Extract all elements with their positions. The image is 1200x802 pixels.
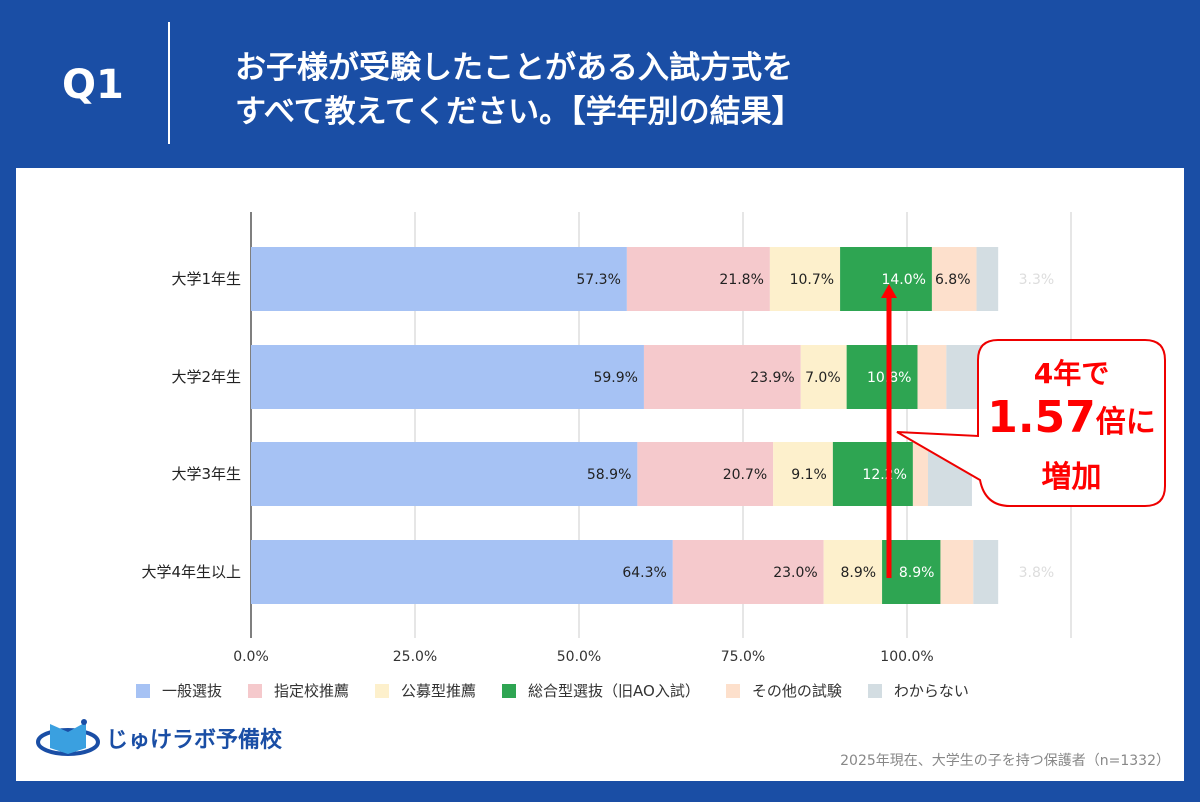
bar-segment — [976, 247, 999, 311]
data-label: 20.7% — [723, 467, 767, 483]
bar-segment — [912, 442, 928, 506]
bar-segment — [643, 345, 801, 409]
category-label: 大学2年生 — [171, 368, 241, 386]
legend-item: 指定校推薦 — [248, 680, 349, 701]
bar-segment — [626, 247, 770, 311]
arrow-head-icon — [881, 284, 897, 298]
data-label: 57.3% — [576, 272, 620, 288]
x-tick-label: 0.0% — [233, 649, 269, 665]
data-label: 8.9% — [840, 565, 876, 581]
bar-segment — [832, 442, 913, 506]
data-label: 21.8% — [719, 272, 763, 288]
legend-item: 総合型選抜（旧AO入試） — [502, 680, 700, 701]
legend-swatch — [725, 683, 740, 698]
callout-unit: 倍に — [1095, 405, 1156, 440]
data-label: 64.3% — [622, 565, 666, 581]
legend-label: その他の試験 — [751, 682, 842, 700]
bar-segment — [251, 540, 673, 604]
legend-item: 一般選抜 — [136, 680, 222, 701]
bar-segment — [940, 540, 974, 604]
book-logo-icon — [36, 719, 100, 756]
data-label: 58.9% — [587, 467, 631, 483]
title-line-2: すべて教えてください。【学年別の結果】 — [235, 94, 803, 130]
data-label: 3.8% — [1019, 565, 1055, 581]
data-label: 59.9% — [593, 370, 637, 386]
bar-segment — [769, 247, 841, 311]
x-tick-label: 25.0% — [393, 649, 437, 665]
data-label: 14.0% — [881, 272, 925, 288]
legend: 一般選抜 指定校推薦 公募型推薦 総合型選抜（旧AO入試） その他の試験 わからない — [136, 680, 995, 701]
legend-label: 総合型選抜（旧AO入試） — [528, 682, 700, 700]
bar-segment — [840, 247, 932, 311]
category-label: 大学1年生 — [171, 270, 241, 288]
bar-segment — [973, 540, 999, 604]
bar-segment — [882, 540, 941, 604]
data-label: 7.0% — [805, 370, 841, 386]
bar-segment — [846, 345, 918, 409]
data-label: 3.3% — [1019, 272, 1055, 288]
bar-segment — [773, 442, 833, 506]
bar-segment — [672, 540, 824, 604]
question-number: Q1 — [62, 62, 124, 108]
logo: じゅけラボ予備校 — [36, 716, 282, 760]
legend-swatch — [248, 683, 263, 698]
legend-label: 指定校推薦 — [274, 682, 350, 700]
data-label: 23.0% — [773, 565, 817, 581]
logo-text: じゅけラボ予備校 — [106, 728, 283, 753]
bar-segment — [917, 345, 947, 409]
bar-segment — [251, 247, 627, 311]
data-label: 8.9% — [899, 565, 935, 581]
legend-item: 公募型推薦 — [375, 680, 476, 701]
callout-line1: 4年で — [1033, 357, 1110, 390]
bar-segment — [637, 442, 774, 506]
bar-segment — [823, 540, 883, 604]
legend-swatch — [867, 683, 882, 698]
legend-label: わからない — [893, 682, 969, 700]
data-label: 6.8% — [935, 272, 971, 288]
bar-segment — [931, 247, 977, 311]
category-label: 大学3年生 — [171, 465, 241, 483]
x-tick-label: 75.0% — [721, 649, 765, 665]
callout-line3: 増加 — [1041, 460, 1102, 495]
legend-label: 一般選抜 — [162, 682, 223, 700]
callout-number: 1.57 — [987, 392, 1096, 443]
legend-swatch — [502, 683, 517, 698]
legend-item: わからない — [867, 680, 969, 701]
divider — [168, 22, 170, 144]
title-line-1: お子様が受験したことがある入試方式を — [235, 50, 793, 86]
data-label: 10.7% — [790, 272, 834, 288]
data-label: 23.9% — [750, 370, 794, 386]
callout-box — [896, 339, 1166, 507]
legend-swatch — [375, 683, 390, 698]
bar-segment — [251, 442, 638, 506]
bar-segment — [251, 345, 644, 409]
x-tick-label: 100.0% — [880, 649, 933, 665]
legend-swatch — [136, 683, 150, 698]
callout-line2: 1.57倍に — [978, 392, 1165, 443]
x-tick-label: 50.0% — [557, 649, 601, 665]
data-label: 12.2% — [862, 467, 906, 483]
data-label: 9.1% — [791, 467, 827, 483]
legend-label: 公募型推薦 — [401, 682, 477, 700]
legend-item: その他の試験 — [725, 680, 842, 701]
category-label: 大学4年生以上 — [141, 563, 241, 581]
footnote: 2025年現在、大学生の子を持つ保護者（n=1332） — [840, 753, 1170, 769]
bar-segment — [800, 345, 847, 409]
